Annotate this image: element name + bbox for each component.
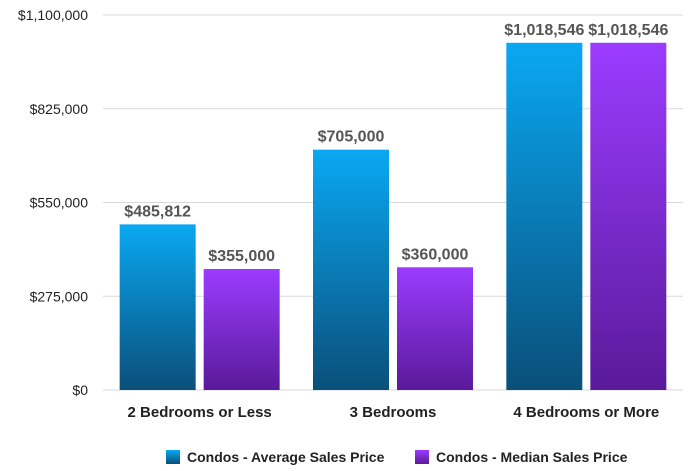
y-axis-ticks: $0 $275,000 $550,000 $825,000 $1,100,000 (18, 7, 88, 398)
legend: Condos - Average Sales Price Condos - Med… (166, 449, 628, 465)
bars (119, 42, 667, 391)
data-label: $355,000 (208, 248, 275, 265)
data-label: $1,018,546 (588, 22, 668, 39)
legend-swatch (415, 450, 429, 464)
data-label: $705,000 (318, 129, 385, 146)
y-tick-label: $825,000 (30, 101, 89, 117)
bar-median-2 (590, 42, 667, 391)
data-label: $1,018,546 (504, 22, 584, 39)
y-tick-label: $275,000 (30, 288, 89, 304)
x-axis-ticks: 2 Bedrooms or Less 3 Bedrooms 4 Bedrooms o… (128, 404, 660, 421)
bar-average-0 (119, 224, 196, 390)
x-tick-label: 4 Bedrooms or More (513, 404, 659, 421)
bar-average-1 (313, 149, 389, 390)
legend-swatch (166, 450, 180, 464)
x-tick-label: 2 Bedrooms or Less (128, 404, 272, 421)
y-tick-label: $0 (72, 382, 88, 398)
x-tick-label: 3 Bedrooms (350, 404, 437, 421)
legend-label: Condos - Average Sales Price (187, 449, 385, 465)
y-tick-label: $1,100,000 (18, 7, 88, 23)
legend-label: Condos - Median Sales Price (436, 449, 628, 465)
bar-average-2 (506, 42, 583, 391)
y-tick-label: $550,000 (30, 195, 89, 211)
data-label: $485,812 (124, 203, 191, 220)
bar-median-1 (397, 267, 473, 390)
data-label: $360,000 (402, 246, 469, 263)
bar-median-0 (203, 268, 280, 390)
data-labels: $485,812 $355,000 $705,000 $360,000 $1,018,5… (124, 22, 668, 265)
grid-lines (103, 14, 683, 391)
